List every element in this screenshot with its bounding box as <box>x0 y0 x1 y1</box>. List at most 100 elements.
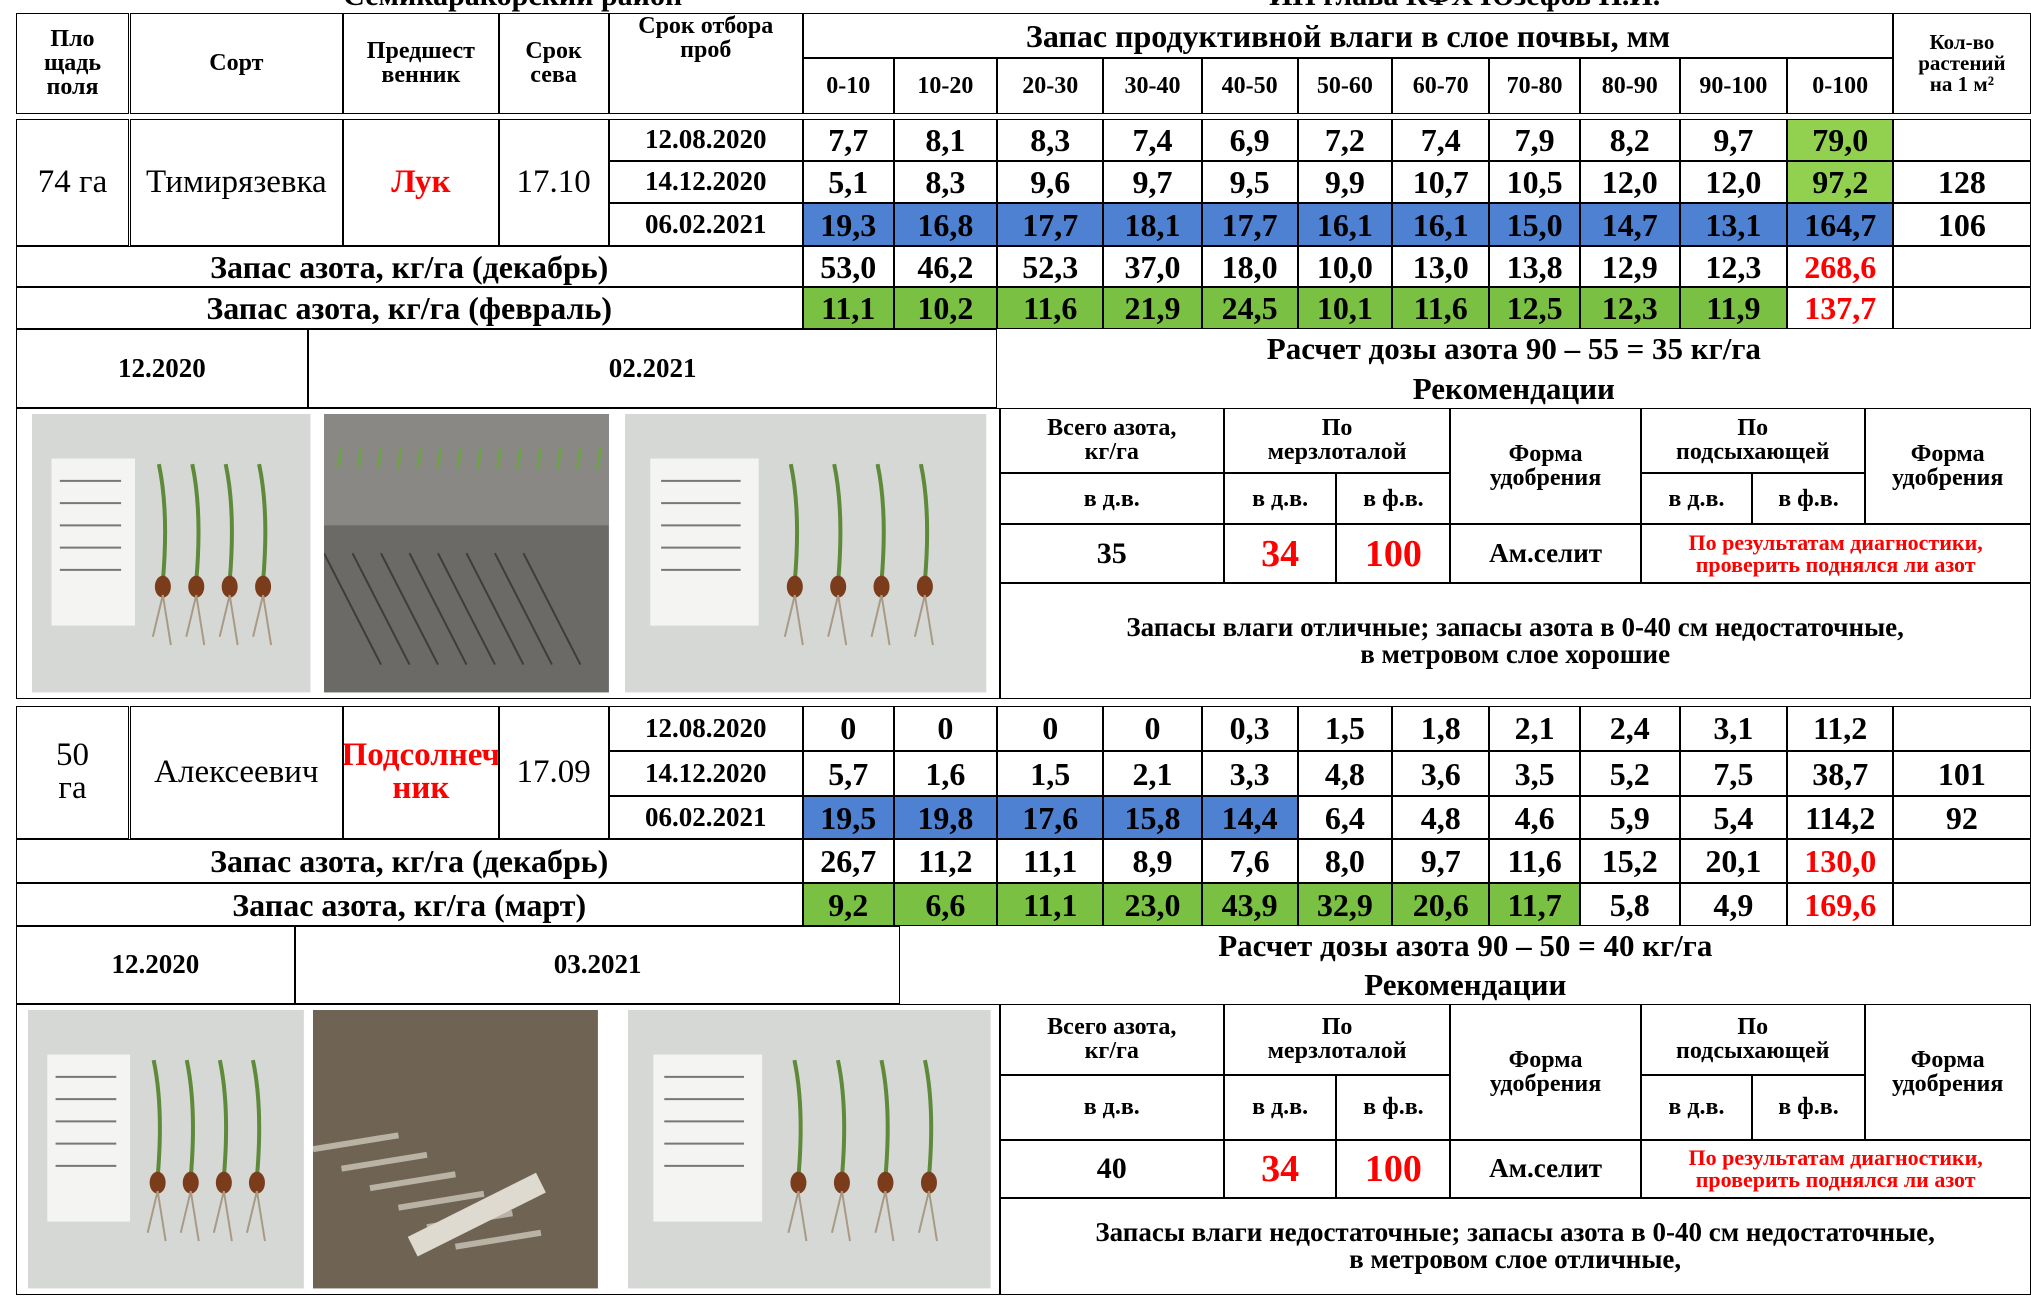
moisture-value: 19,3 <box>802 203 894 247</box>
moisture-value: 2,1 <box>1103 751 1202 797</box>
photo <box>323 414 609 693</box>
col-header: Сорт <box>129 12 344 114</box>
nitrogen-value: 268,6 <box>1787 246 1894 288</box>
nitrogen-value: 46,2 <box>893 246 998 288</box>
rec-note: По результатам диагностики, проверить по… <box>1640 524 2031 583</box>
nitrogen-value: 43,9 <box>1201 883 1298 926</box>
nitrogen-value: 12,5 <box>1489 287 1580 329</box>
moisture-value: 12,0 <box>1679 160 1788 204</box>
moisture-value: 3,5 <box>1489 751 1580 797</box>
rec-header: Всего азота, кг/га <box>999 407 1224 473</box>
moisture-value: 0 <box>997 705 1104 752</box>
plants-value: 92 <box>1893 796 2031 840</box>
moisture-value: 10,5 <box>1489 160 1580 204</box>
photo <box>625 414 987 693</box>
rec-header: в д.в. <box>1223 472 1337 525</box>
col-header: Кол-во растений на 1 м² <box>1893 12 2031 114</box>
moisture-value: 8,1 <box>893 119 998 161</box>
nitrogen-label: Запас азота, кг/га (март) <box>15 883 803 926</box>
nitrogen-value: 11,1 <box>997 839 1104 884</box>
nitrogen-value: 5,8 <box>1579 883 1680 926</box>
nitrogen-value: 12,3 <box>1679 246 1788 288</box>
variety: Алексеевич <box>129 705 344 840</box>
rec-header: По мерзлоталой <box>1223 407 1451 473</box>
rec-header: Форма удобрения <box>1864 1003 2031 1140</box>
sample-date: 06.02.2021 <box>608 796 803 840</box>
moisture-value: 0 <box>1103 705 1202 752</box>
layer-header: 90-100 <box>1679 58 1788 114</box>
moisture-value: 17,6 <box>997 796 1104 840</box>
moisture-value: 5,9 <box>1579 796 1680 840</box>
moisture-value: 9,7 <box>1679 119 1788 161</box>
rec-header: в д.в. <box>1223 1074 1337 1140</box>
sample-date: 12.08.2020 <box>608 119 803 161</box>
nitrogen-label: Запас азота, кг/га (февраль) <box>15 287 803 329</box>
rec-header: в ф.в. <box>1752 472 1865 525</box>
moisture-value: 3,1 <box>1679 705 1788 752</box>
moisture-value: 19,8 <box>893 796 998 840</box>
moisture-value: 8,3 <box>997 119 1104 161</box>
col-header: Предшест венник <box>343 12 499 114</box>
header-text: Семикаракорский район <box>343 0 682 13</box>
nitrogen-value: 9,7 <box>1392 839 1490 884</box>
moisture-value: 18,1 <box>1103 203 1202 247</box>
moisture-value: 1,8 <box>1392 705 1490 752</box>
moisture-value: 7,4 <box>1103 119 1202 161</box>
moisture-value: 9,7 <box>1103 160 1202 204</box>
moisture-value: 6,9 <box>1201 119 1298 161</box>
plants-value <box>1893 119 2031 161</box>
sowing-date: 17.10 <box>498 119 609 247</box>
nitrogen-value: 32,9 <box>1297 883 1393 926</box>
layer-header: 50-60 <box>1297 58 1393 114</box>
moisture-value: 5,7 <box>802 751 894 797</box>
moisture-value: 97,2 <box>1787 160 1894 204</box>
nitrogen-value: 137,7 <box>1787 287 1894 329</box>
moisture-value: 114,2 <box>1787 796 1894 840</box>
moisture-value: 5,4 <box>1679 796 1788 840</box>
variety: Тимирязевка <box>129 119 344 247</box>
nitrogen-value: 130,0 <box>1787 839 1894 884</box>
moisture-value: 3,3 <box>1201 751 1298 797</box>
rec-value: 100 <box>1336 524 1451 583</box>
moisture-value: 79,0 <box>1787 119 1894 161</box>
moisture-value: 17,7 <box>997 203 1104 247</box>
empty-cell <box>1893 287 2031 329</box>
moisture-value: 7,5 <box>1679 751 1788 797</box>
nitrogen-value: 20,6 <box>1392 883 1490 926</box>
moisture-value: 2,1 <box>1489 705 1580 752</box>
photo-area <box>15 407 1000 700</box>
nitrogen-label: Запас азота, кг/га (декабрь) <box>15 246 803 288</box>
rec-header: По подсыхающей <box>1640 1003 1865 1075</box>
nitrogen-value: 11,6 <box>997 287 1104 329</box>
nitrogen-value: 13,0 <box>1392 246 1490 288</box>
nitrogen-value: 11,2 <box>893 839 998 884</box>
col-header: Срок отбора проб <box>608 12 803 114</box>
area: 50 га <box>15 705 130 840</box>
photo-label: 12.2020 <box>15 925 296 1004</box>
nitrogen-value: 8,9 <box>1103 839 1202 884</box>
sample-date: 12.08.2020 <box>608 705 803 752</box>
moisture-value: 4,8 <box>1392 796 1490 840</box>
rec-header: в д.в. <box>999 472 1224 525</box>
layer-header: 0-100 <box>1787 58 1894 114</box>
calculation: Расчет дозы азота 90 – 50 = 40 кг/га <box>1218 927 1713 963</box>
rec-header: в д.в. <box>999 1074 1224 1140</box>
moisture-value: 4,8 <box>1297 751 1393 797</box>
moisture-value: 0 <box>893 705 998 752</box>
moisture-value: 16,8 <box>893 203 998 247</box>
nitrogen-value: 53,0 <box>802 246 894 288</box>
rec-value: 34 <box>1223 1139 1337 1198</box>
moisture-value: 38,7 <box>1787 751 1894 797</box>
photo <box>32 414 311 693</box>
moisture-value: 4,6 <box>1489 796 1580 840</box>
sowing-date: 17.09 <box>498 705 609 840</box>
nitrogen-value: 10,1 <box>1297 287 1393 329</box>
conclusion: Запасы влаги недостаточные; запасы азота… <box>999 1197 2031 1295</box>
rec-value: 35 <box>999 524 1224 583</box>
moisture-value: 1,5 <box>997 751 1104 797</box>
moisture-value: 16,1 <box>1297 203 1393 247</box>
nitrogen-value: 11,1 <box>997 883 1104 926</box>
nitrogen-value: 8,0 <box>1297 839 1393 884</box>
rec-header: Форма удобрения <box>1450 1003 1641 1140</box>
rec-header: Форма удобрения <box>1864 407 2031 525</box>
